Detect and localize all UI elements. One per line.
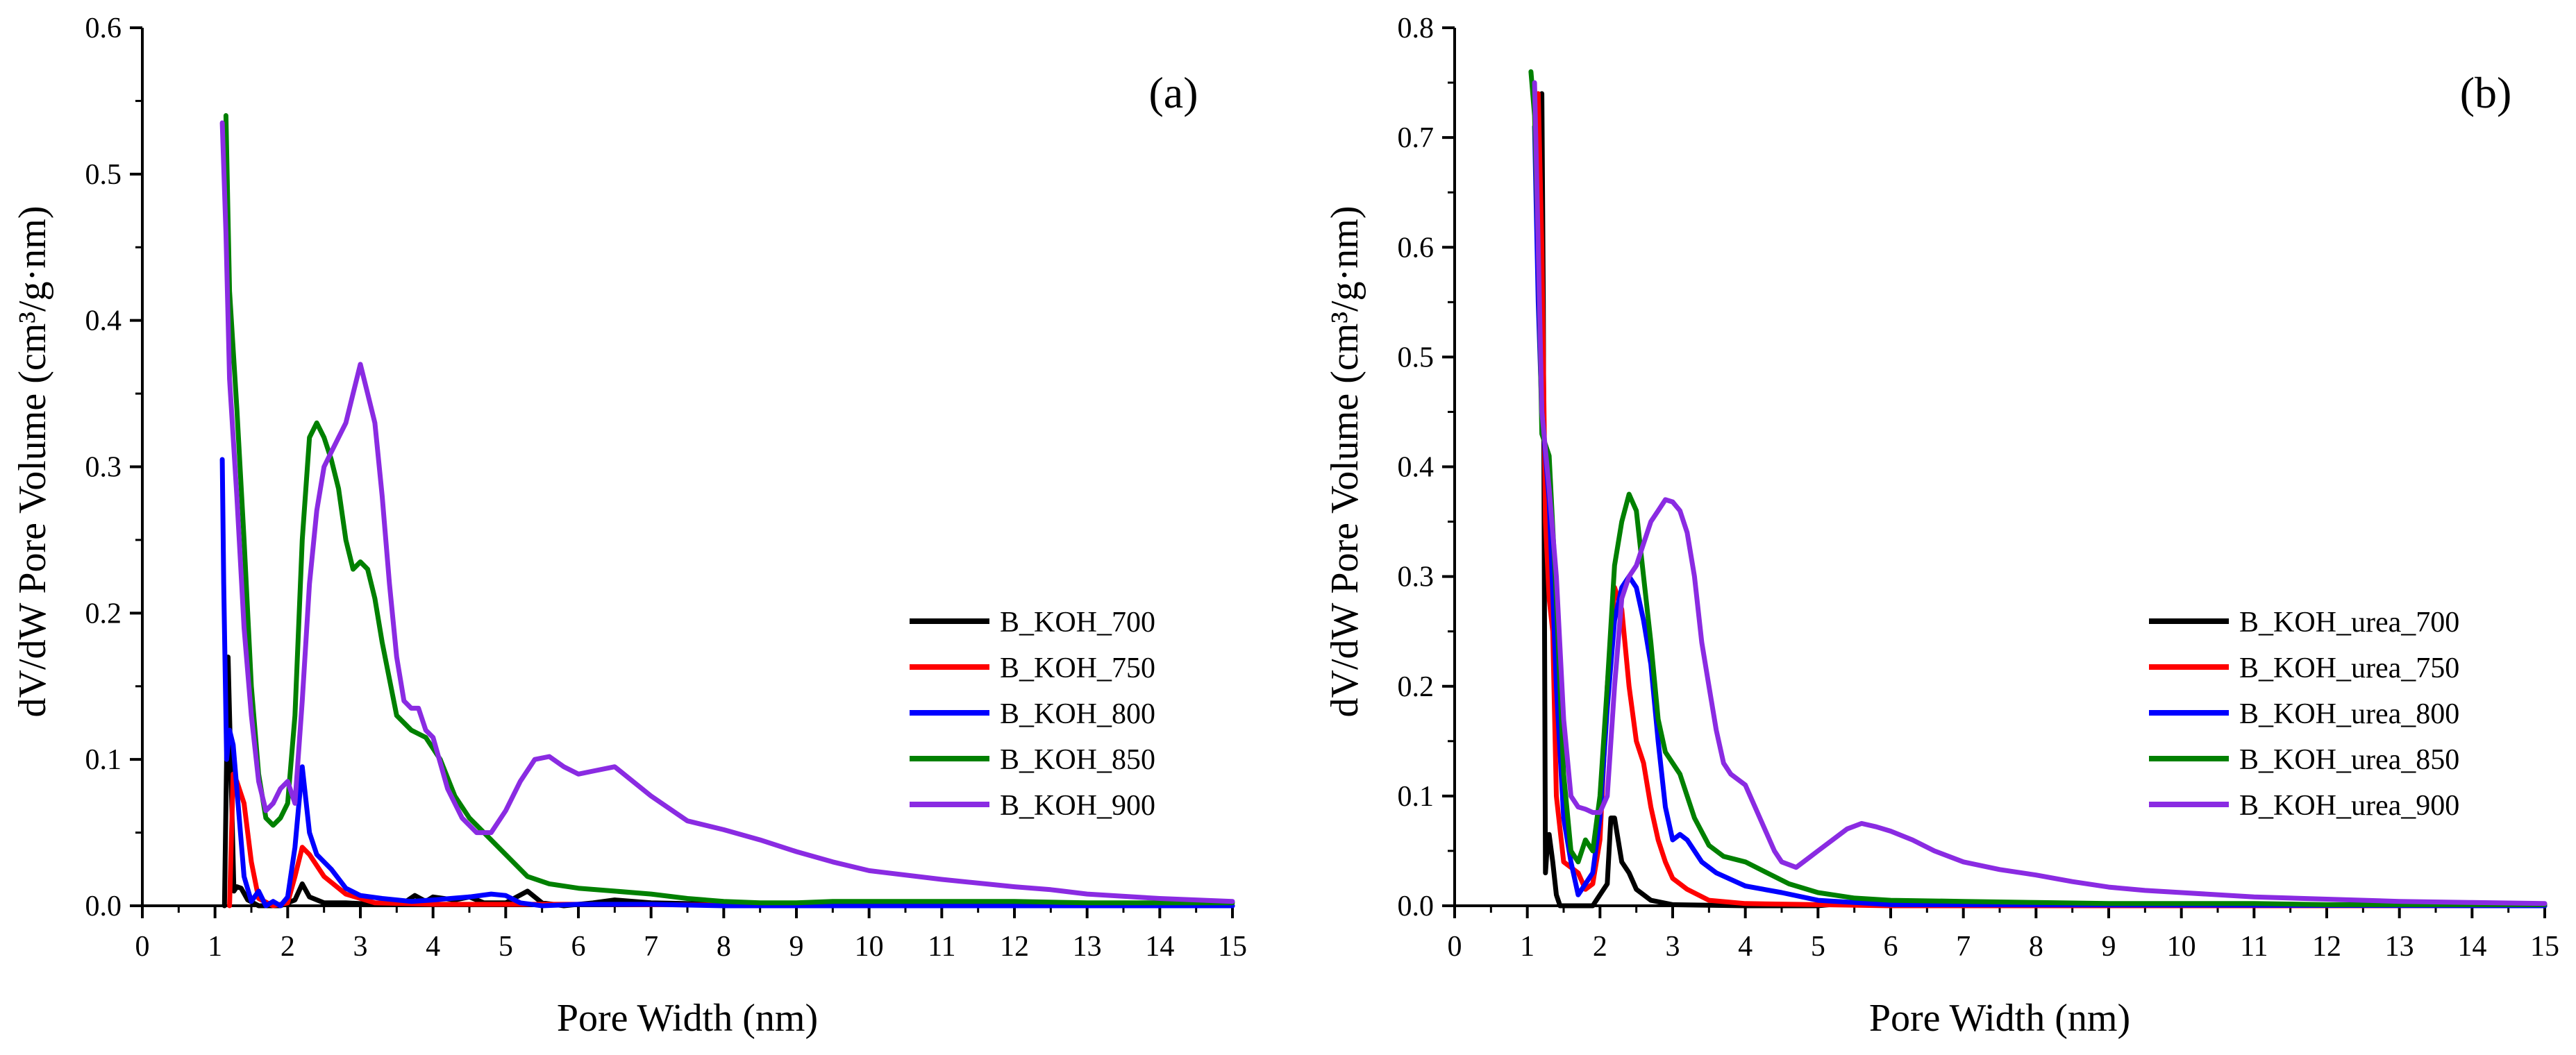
x-tick-label: 6	[1884, 931, 1898, 963]
x-tick-label: 6	[571, 931, 586, 963]
series-line-b-koh-700	[221, 655, 1235, 909]
x-tick-label: 5	[499, 931, 513, 963]
legend-label: B_KOH_800	[1000, 698, 1155, 730]
legend-label: B_KOH_850	[1000, 744, 1155, 776]
legend-label: B_KOH_900	[1000, 790, 1155, 822]
chart-panel-a: dV/dW Pore Volume (cm³/g·nm) Pore Width …	[11, 12, 1247, 1040]
x-tick-label: 13	[1073, 931, 1102, 963]
y-tick-label: 0.4	[85, 305, 122, 337]
x-tick-label: 10	[855, 931, 884, 963]
x-axis-title: Pore Width (nm)	[557, 997, 818, 1040]
y-tick-label: 0.2	[85, 598, 122, 630]
y-tick-label: 0.0	[85, 891, 122, 922]
legend-label: B_KOH_urea_850	[2239, 744, 2459, 776]
x-tick-label: 1	[208, 931, 222, 963]
x-tick-label: 14	[2457, 931, 2486, 963]
legend-label: B_KOH_urea_750	[2239, 652, 2459, 684]
legend-label: B_KOH_700	[1000, 607, 1155, 639]
x-tick-label: 12	[2312, 931, 2341, 963]
x-tick-label: 9	[2102, 931, 2116, 963]
series-line-b-koh-urea-900	[1532, 80, 2548, 906]
series-line-b-koh-800	[219, 457, 1235, 909]
x-tick-label: 7	[1956, 931, 1971, 963]
y-tick-label: 0.6	[1398, 232, 1435, 264]
y-tick-label: 0.8	[1398, 12, 1435, 44]
y-tick-label: 0.1	[85, 744, 122, 776]
x-tick-label: 10	[2167, 931, 2196, 963]
x-tick-label: 15	[2530, 931, 2559, 963]
series-line-b-koh-urea-700	[1539, 91, 2548, 909]
x-tick-label: 0	[135, 931, 150, 963]
x-tick-label: 8	[717, 931, 731, 963]
x-axis-title: Pore Width (nm)	[1869, 997, 2130, 1040]
panel-label: (b)	[2460, 68, 2512, 117]
series-line-b-koh-750	[227, 771, 1235, 909]
y-tick-label: 0.3	[1398, 562, 1435, 593]
panel-label: (a)	[1148, 68, 1198, 117]
x-tick-label: 3	[353, 931, 368, 963]
legend: B_KOH_700 B_KOH_750 B_KOH_800 B_KOH_850 B_KO…	[910, 607, 1155, 822]
y-tick-label: 0.7	[1398, 122, 1435, 154]
y-tick-label: 0.5	[1398, 341, 1435, 373]
x-tick-label: 14	[1145, 931, 1174, 963]
series-line-b-koh-850	[223, 113, 1235, 906]
x-tick-label: 12	[1000, 931, 1029, 963]
x-tick-label: 11	[2240, 931, 2268, 963]
x-tick-label: 3	[1666, 931, 1680, 963]
x-tick-label: 4	[1738, 931, 1753, 963]
y-tick-label: 0.4	[1398, 452, 1435, 484]
y-tick-label: 0.1	[1398, 781, 1435, 813]
series-line-b-koh-urea-750	[1535, 91, 2548, 909]
x-tick-label: 2	[281, 931, 295, 963]
series-line-b-koh-urea-800	[1532, 124, 2548, 909]
y-tick-label: 0.0	[1398, 891, 1435, 922]
legend: B_KOH_urea_700 B_KOH_urea_750 B_KOH_urea_8…	[2149, 607, 2459, 822]
x-tick-label: 11	[928, 931, 955, 963]
x-tick-label: 15	[1218, 931, 1247, 963]
y-tick-label: 0.5	[85, 159, 122, 191]
x-tick-label: 5	[1811, 931, 1825, 963]
x-tick-label: 2	[1593, 931, 1607, 963]
chart-panel-b: dV/dW Pore Volume (cm³/g·nm) Pore Width …	[1323, 12, 2559, 1040]
legend-label: B_KOH_750	[1000, 652, 1155, 684]
x-tick-label: 8	[2029, 931, 2043, 963]
series-line-b-koh-900	[219, 120, 1235, 904]
legend-label: B_KOH_urea_700	[2239, 607, 2459, 639]
x-tick-label: 4	[426, 931, 440, 963]
y-tick-label: 0.2	[1398, 671, 1435, 703]
series-line-b-koh-urea-850	[1528, 69, 2548, 907]
y-axis-title: dV/dW Pore Volume (cm³/g·nm)	[1323, 206, 1366, 718]
x-tick-label: 1	[1520, 931, 1534, 963]
legend-label: B_KOH_urea_900	[2239, 790, 2459, 822]
x-tick-label: 7	[644, 931, 658, 963]
x-tick-label: 0	[1448, 931, 1462, 963]
legend-label: B_KOH_urea_800	[2239, 698, 2459, 730]
y-tick-label: 0.6	[85, 12, 122, 44]
y-tick-label: 0.3	[85, 452, 122, 484]
x-tick-label: 13	[2385, 931, 2414, 963]
x-tick-label: 9	[789, 931, 804, 963]
y-axis-title: dV/dW Pore Volume (cm³/g·nm)	[11, 206, 54, 718]
